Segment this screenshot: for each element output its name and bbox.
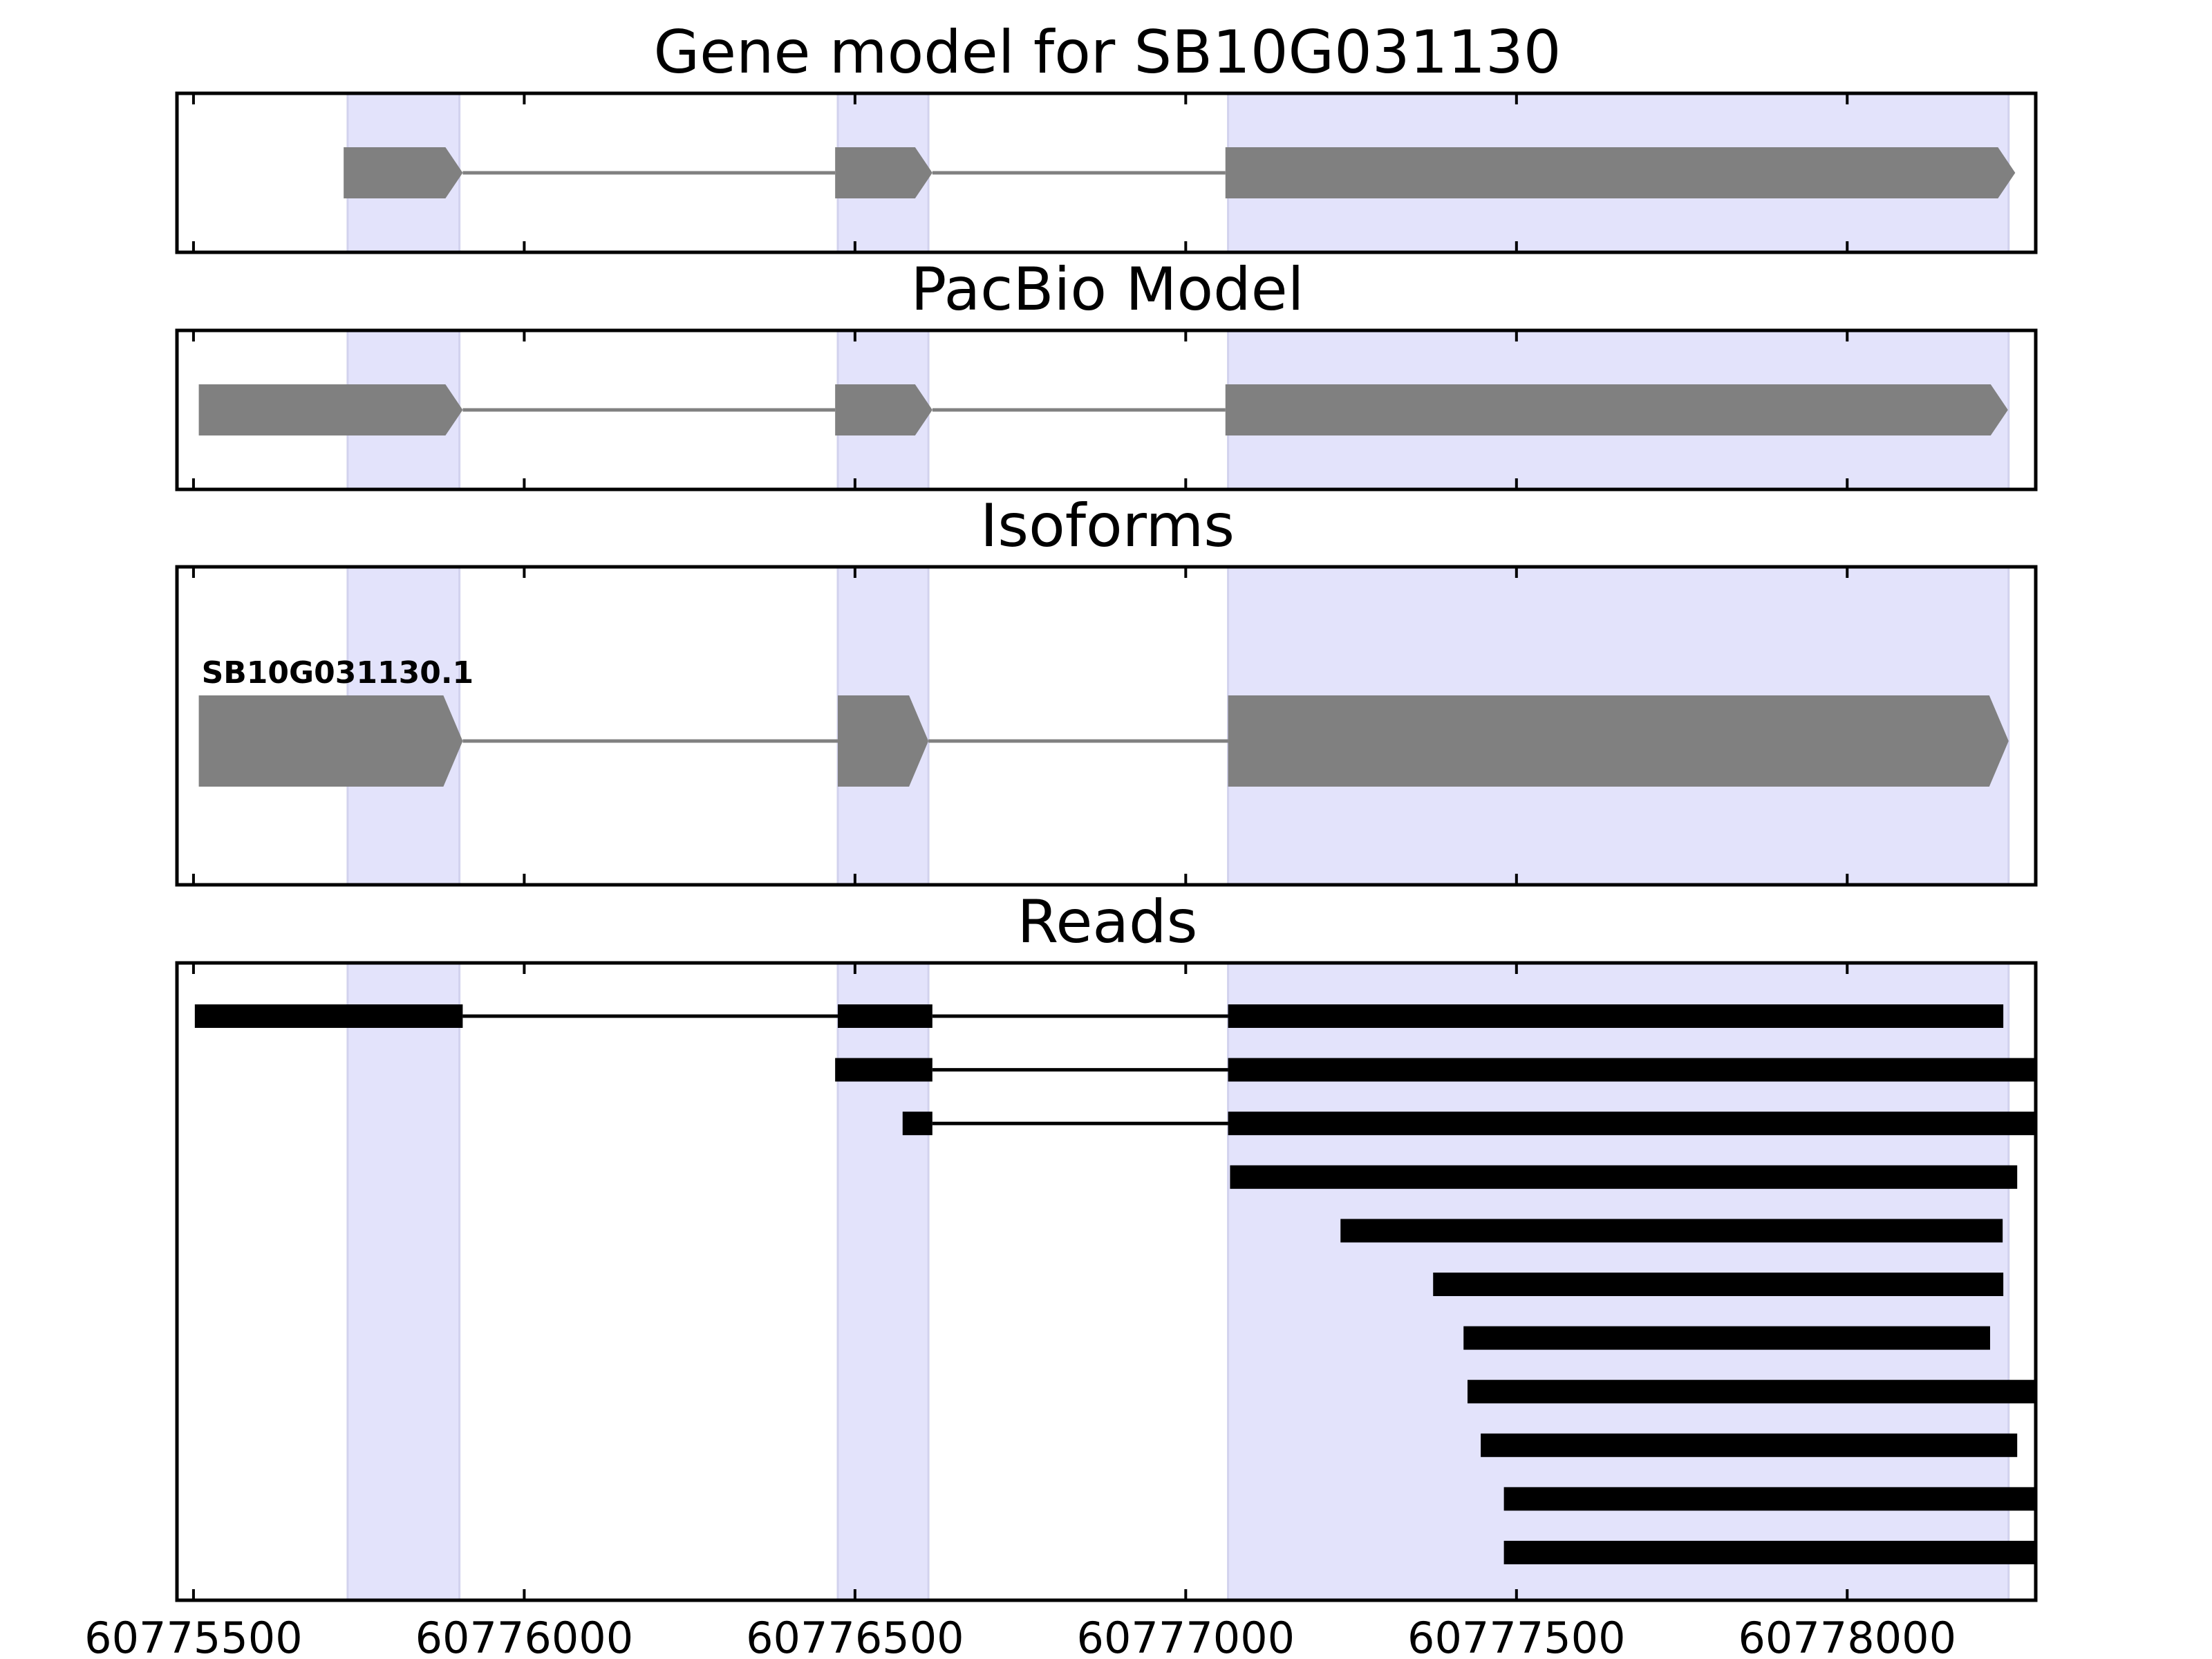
read-frame — [175, 961, 2038, 1602]
highlight-region-1 — [346, 962, 461, 1602]
read-3-block-1 — [902, 1112, 932, 1136]
x-tick-label-5: 60777500 — [1407, 1613, 1626, 1659]
x-axis: 60775500 60776000 60776500 60777000 60777500… — [84, 1613, 1956, 1659]
read-11-block-1 — [1503, 1541, 2036, 1564]
pacbio-model-exon-3 — [1225, 384, 2008, 435]
gene-model-frame — [175, 91, 2038, 254]
pacbio-model-panel: PacBio Model — [175, 255, 2038, 491]
read-7-block-1 — [1463, 1326, 1990, 1350]
gene-model-exon-2 — [835, 147, 932, 198]
read-1-block-1 — [194, 1004, 463, 1028]
x-tick-label-2: 60776000 — [415, 1613, 634, 1659]
isoforms-title: Isoforms — [980, 491, 1235, 561]
pacbio-model-title: PacBio Model — [910, 255, 1304, 324]
isoforms-panel: Isoforms SB10G031130.1 — [175, 491, 2038, 887]
read-10-block-1 — [1503, 1487, 2036, 1511]
reads-title: Reads — [1018, 888, 1198, 957]
read-9-block-1 — [1481, 1433, 2018, 1457]
pacbio-model-exon-2 — [835, 384, 932, 435]
x-tick-label-3: 60776500 — [746, 1613, 964, 1659]
isoform-exon-3 — [1228, 695, 2009, 787]
x-tick-label-4: 60777000 — [1077, 1613, 1295, 1659]
read-2-block-1 — [835, 1058, 932, 1082]
read-6-block-1 — [1433, 1273, 2004, 1296]
read-8-block-1 — [1467, 1380, 2036, 1404]
x-tick-label-6: 60778000 — [1738, 1613, 1956, 1659]
gene-model-panel: Gene model for SB10G031130 — [175, 18, 2038, 254]
isoform-frame — [175, 565, 2038, 887]
read-1-block-2 — [837, 1004, 932, 1028]
read-1-block-3 — [1228, 1004, 2004, 1028]
pacbio-model-exon-1 — [198, 384, 463, 435]
x-tick-label-1: 60775500 — [84, 1613, 303, 1659]
gene-model-exon-3 — [1225, 147, 2016, 198]
read-5-block-1 — [1340, 1219, 2003, 1243]
read-2-block-2 — [1228, 1058, 2036, 1082]
isoform-label: SB10G031130.1 — [202, 655, 474, 691]
read-4-block-1 — [1230, 1165, 2018, 1189]
pacbio-model-frame — [175, 328, 2038, 491]
isoform-exon-2 — [837, 695, 929, 787]
reads-panel: Reads — [175, 888, 2038, 1602]
isoform-exon-1 — [198, 695, 463, 787]
gene-model-title: Gene model for SB10G031130 — [654, 18, 1562, 87]
read-3-block-2 — [1228, 1112, 2036, 1136]
gene-model-exon-1 — [344, 147, 463, 198]
